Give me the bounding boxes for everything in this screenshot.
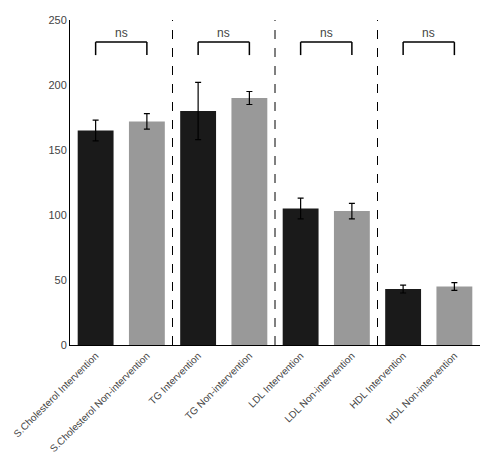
svg-text:TG Intervention: TG Intervention xyxy=(147,350,204,407)
svg-text:0: 0 xyxy=(61,339,67,351)
svg-text:150: 150 xyxy=(48,144,66,156)
svg-text:ns: ns xyxy=(217,26,230,40)
svg-text:ns: ns xyxy=(422,26,435,40)
svg-text:ns: ns xyxy=(115,26,128,40)
svg-text:250: 250 xyxy=(48,14,66,26)
svg-text:100: 100 xyxy=(48,209,66,221)
svg-text:S.Cholesterol Intervention: S.Cholesterol Intervention xyxy=(11,350,100,439)
svg-text:LDL Intervention: LDL Intervention xyxy=(246,350,305,409)
svg-text:200: 200 xyxy=(48,79,66,91)
svg-text:50: 50 xyxy=(55,274,67,286)
svg-text:LDL Non-intervention: LDL Non-intervention xyxy=(282,350,356,424)
svg-text:TG Non-intervention: TG Non-intervention xyxy=(183,350,254,421)
svg-text:S.Cholesterol Non-intervention: S.Cholesterol Non-intervention xyxy=(48,350,152,454)
svg-text:HDL Intervention: HDL Intervention xyxy=(348,350,409,411)
svg-text:ns: ns xyxy=(320,26,333,40)
svg-text:HDL Non-intervention: HDL Non-intervention xyxy=(384,350,460,426)
